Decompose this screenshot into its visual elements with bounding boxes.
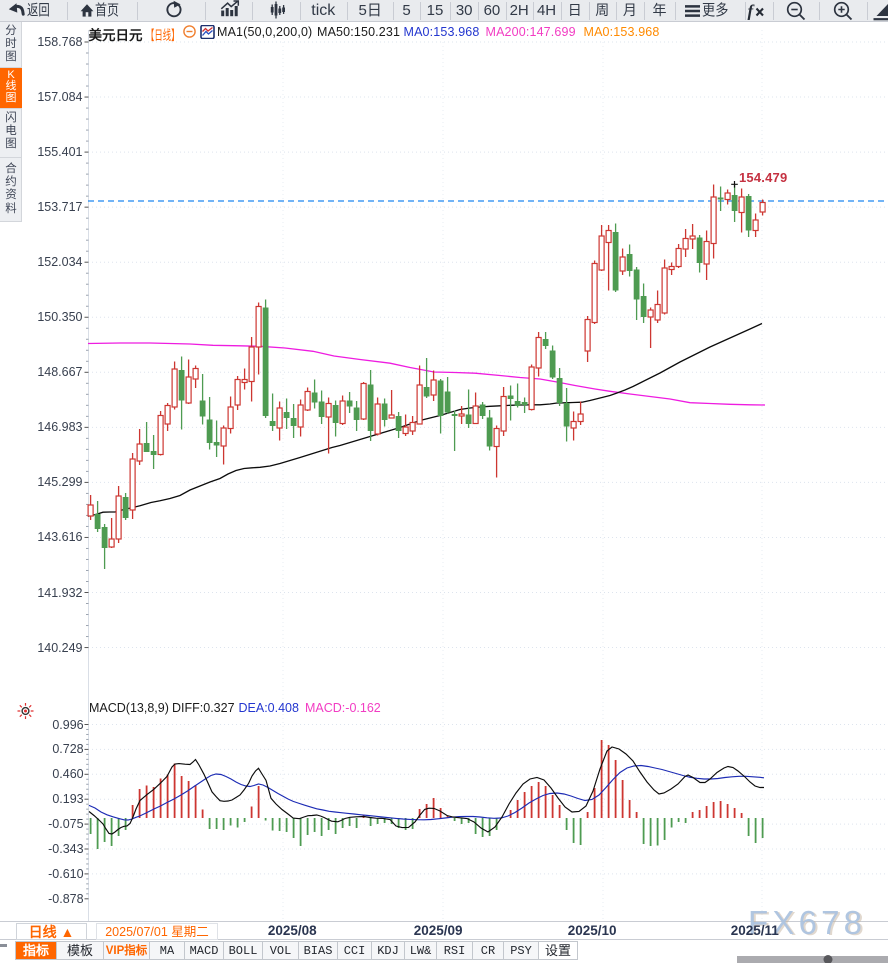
svg-text:f: f: [748, 2, 756, 21]
